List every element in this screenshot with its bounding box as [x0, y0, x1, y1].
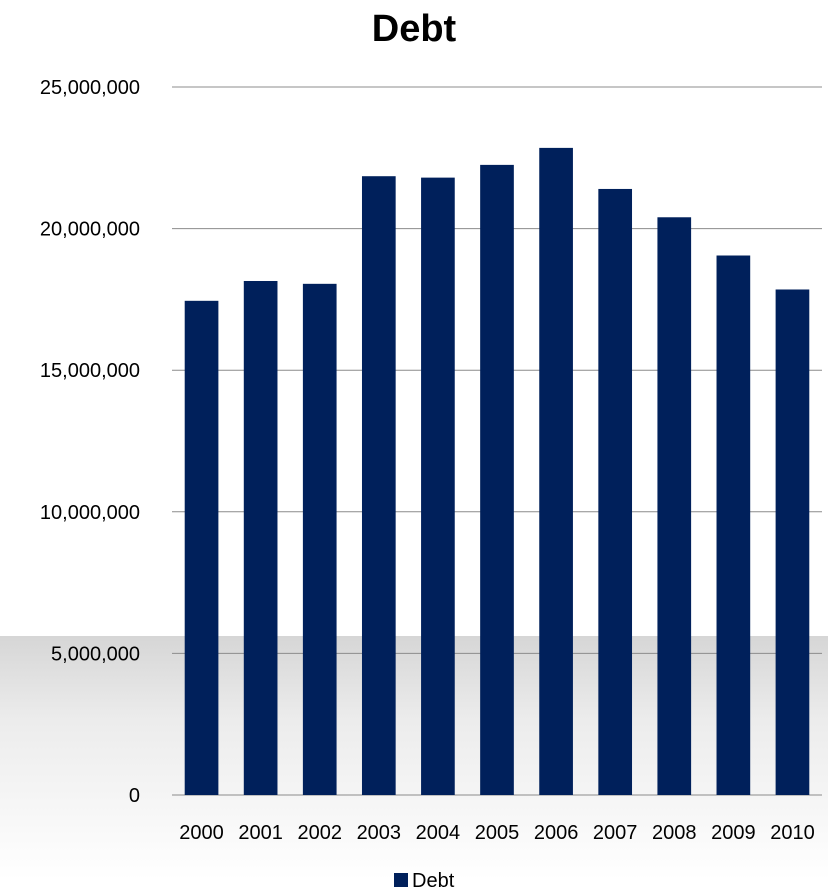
bar-2004	[421, 177, 455, 795]
y-tick-label: 25,000,000	[40, 77, 140, 99]
y-tick-label: 0	[129, 785, 140, 807]
bar-2003	[361, 176, 396, 795]
x-tick-label: 2005	[475, 822, 520, 844]
chart-title: Debt	[371, 8, 457, 50]
y-tick-label: 15,000,000	[40, 360, 140, 382]
legend-swatch	[394, 873, 408, 887]
bars	[184, 147, 810, 796]
bar-2006	[539, 147, 573, 795]
x-tick-label: 2000	[179, 822, 224, 844]
x-tick-label: 2006	[534, 822, 579, 844]
y-axis-tick-labels: 0 5,000,000 10,000,000 15,000,000 20,000,000…	[40, 77, 140, 807]
x-tick-label: 2002	[297, 822, 342, 844]
x-tick-label: 2009	[711, 822, 756, 844]
bar-2010	[775, 289, 810, 795]
x-tick-label: 2007	[593, 822, 638, 844]
x-tick-label: 2003	[357, 822, 402, 844]
bar-2005	[480, 164, 514, 795]
bar-2002	[302, 283, 337, 795]
bar-2007	[598, 188, 633, 795]
x-tick-label: 2008	[652, 822, 697, 844]
x-tick-label: 2004	[416, 822, 461, 844]
legend-label: Debt	[412, 870, 455, 892]
x-axis-tick-labels: 2000 2001 2002 2003 2004 2005 2006 2007 2008 2009…	[179, 822, 814, 844]
y-tick-label: 20,000,000	[40, 219, 140, 241]
bar-2001	[243, 280, 278, 795]
x-tick-label: 2010	[770, 822, 815, 844]
bar-2009	[716, 255, 751, 795]
x-tick-label: 2001	[238, 822, 283, 844]
y-tick-label: 5,000,000	[51, 643, 140, 665]
bar-2008	[657, 217, 692, 796]
bar-2000	[184, 300, 219, 795]
legend: Debt	[394, 870, 455, 892]
y-tick-label: 10,000,000	[40, 502, 140, 524]
